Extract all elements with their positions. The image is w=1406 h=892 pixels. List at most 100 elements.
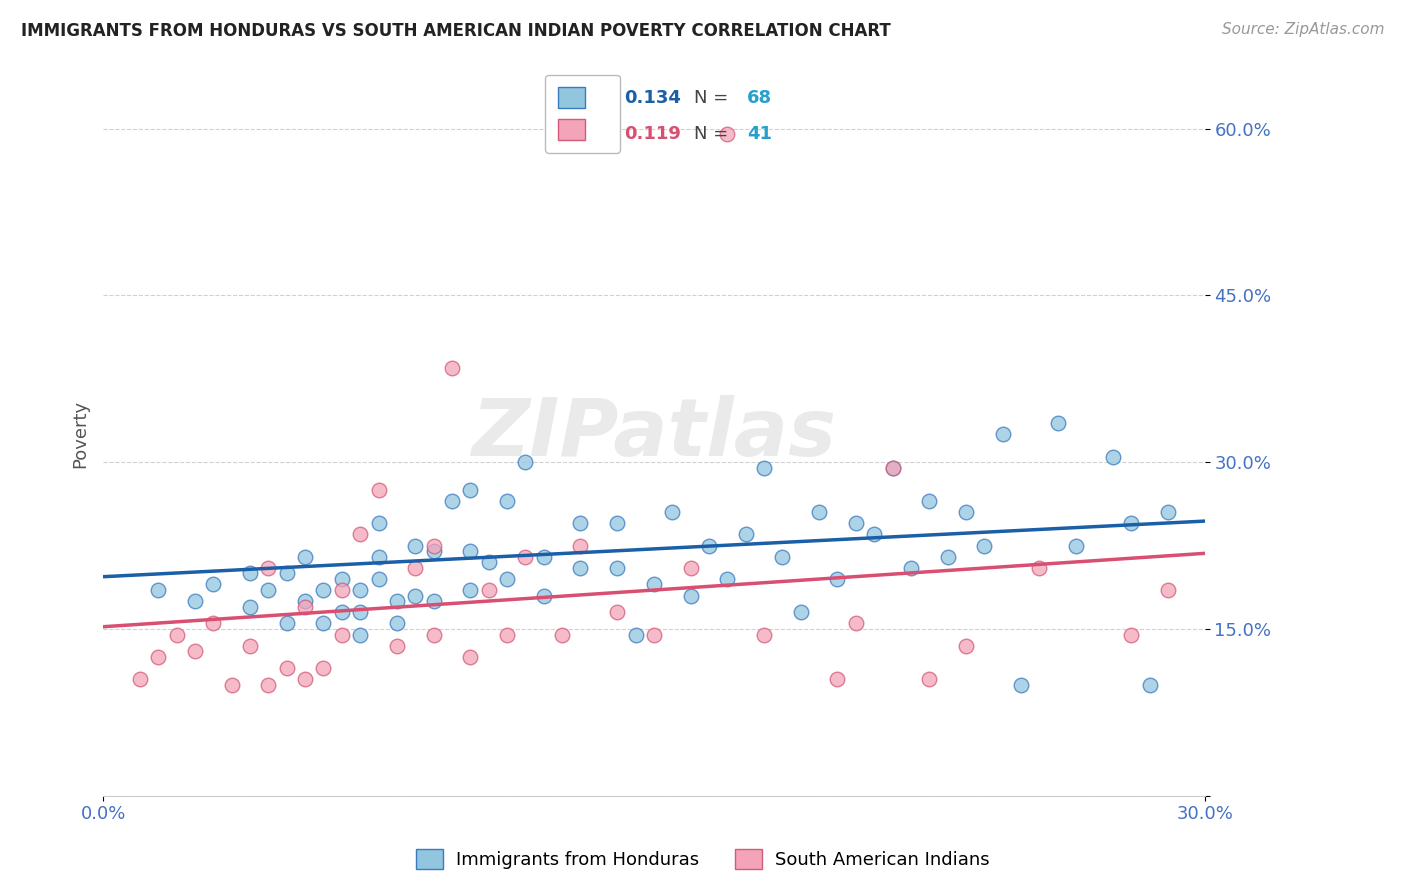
Point: [882, 460, 904, 475]
Point: [716, 127, 738, 141]
Point: [349, 605, 371, 619]
Point: [770, 549, 793, 564]
Point: [404, 561, 426, 575]
Point: [312, 582, 335, 597]
Point: [643, 577, 665, 591]
Point: [349, 582, 371, 597]
Point: [478, 555, 501, 569]
Text: ZIPatlas: ZIPatlas: [471, 395, 837, 474]
Point: [166, 627, 188, 641]
Point: [882, 460, 904, 475]
Text: 0.119: 0.119: [624, 125, 682, 144]
Point: [845, 516, 868, 531]
Point: [367, 483, 389, 497]
Point: [294, 594, 316, 608]
Point: [276, 661, 298, 675]
Point: [202, 616, 225, 631]
Point: [1121, 627, 1143, 641]
Text: 0.134: 0.134: [624, 89, 682, 107]
Text: N =: N =: [693, 89, 734, 107]
Point: [679, 561, 702, 575]
Point: [276, 616, 298, 631]
Point: [973, 539, 995, 553]
Legend: Immigrants from Honduras, South American Indians: Immigrants from Honduras, South American…: [408, 839, 998, 879]
Point: [808, 505, 831, 519]
Point: [551, 627, 574, 641]
Point: [312, 616, 335, 631]
Point: [184, 594, 207, 608]
Point: [349, 627, 371, 641]
Point: [643, 627, 665, 641]
Point: [752, 460, 775, 475]
Point: [294, 549, 316, 564]
Point: [679, 589, 702, 603]
Point: [257, 561, 280, 575]
Point: [955, 505, 977, 519]
Point: [385, 594, 408, 608]
Point: [918, 494, 941, 508]
Point: [404, 539, 426, 553]
Point: [697, 539, 720, 553]
Point: [936, 549, 959, 564]
Point: [1010, 677, 1032, 691]
Point: [569, 539, 592, 553]
Point: [330, 605, 353, 619]
Point: [312, 661, 335, 675]
Legend:   ,   : ,: [546, 75, 620, 153]
Point: [184, 644, 207, 658]
Point: [330, 627, 353, 641]
Point: [1157, 582, 1180, 597]
Point: [496, 627, 519, 641]
Point: [422, 627, 444, 641]
Point: [827, 672, 849, 686]
Point: [478, 582, 501, 597]
Point: [496, 494, 519, 508]
Point: [752, 627, 775, 641]
Point: [716, 572, 738, 586]
Point: [148, 582, 170, 597]
Text: N =: N =: [693, 125, 734, 144]
Point: [1028, 561, 1050, 575]
Point: [148, 649, 170, 664]
Point: [790, 605, 813, 619]
Point: [734, 527, 756, 541]
Point: [221, 677, 243, 691]
Point: [515, 455, 537, 469]
Point: [330, 572, 353, 586]
Point: [404, 589, 426, 603]
Point: [239, 639, 262, 653]
Point: [294, 599, 316, 614]
Point: [276, 566, 298, 581]
Point: [128, 672, 150, 686]
Point: [624, 627, 647, 641]
Point: [496, 572, 519, 586]
Point: [845, 616, 868, 631]
Text: Source: ZipAtlas.com: Source: ZipAtlas.com: [1222, 22, 1385, 37]
Point: [257, 677, 280, 691]
Point: [900, 561, 922, 575]
Point: [349, 527, 371, 541]
Point: [367, 572, 389, 586]
Y-axis label: Poverty: Poverty: [72, 401, 89, 468]
Point: [515, 549, 537, 564]
Text: R =: R =: [567, 89, 606, 107]
Point: [827, 572, 849, 586]
Point: [239, 599, 262, 614]
Point: [1064, 539, 1087, 553]
Point: [458, 483, 481, 497]
Point: [367, 516, 389, 531]
Text: IMMIGRANTS FROM HONDURAS VS SOUTH AMERICAN INDIAN POVERTY CORRELATION CHART: IMMIGRANTS FROM HONDURAS VS SOUTH AMERIC…: [21, 22, 891, 40]
Point: [918, 672, 941, 686]
Point: [991, 427, 1014, 442]
Point: [569, 516, 592, 531]
Point: [458, 649, 481, 664]
Point: [1102, 450, 1125, 464]
Point: [569, 561, 592, 575]
Point: [422, 594, 444, 608]
Point: [533, 549, 555, 564]
Point: [863, 527, 886, 541]
Point: [458, 544, 481, 558]
Point: [367, 549, 389, 564]
Point: [533, 589, 555, 603]
Text: R =: R =: [567, 125, 606, 144]
